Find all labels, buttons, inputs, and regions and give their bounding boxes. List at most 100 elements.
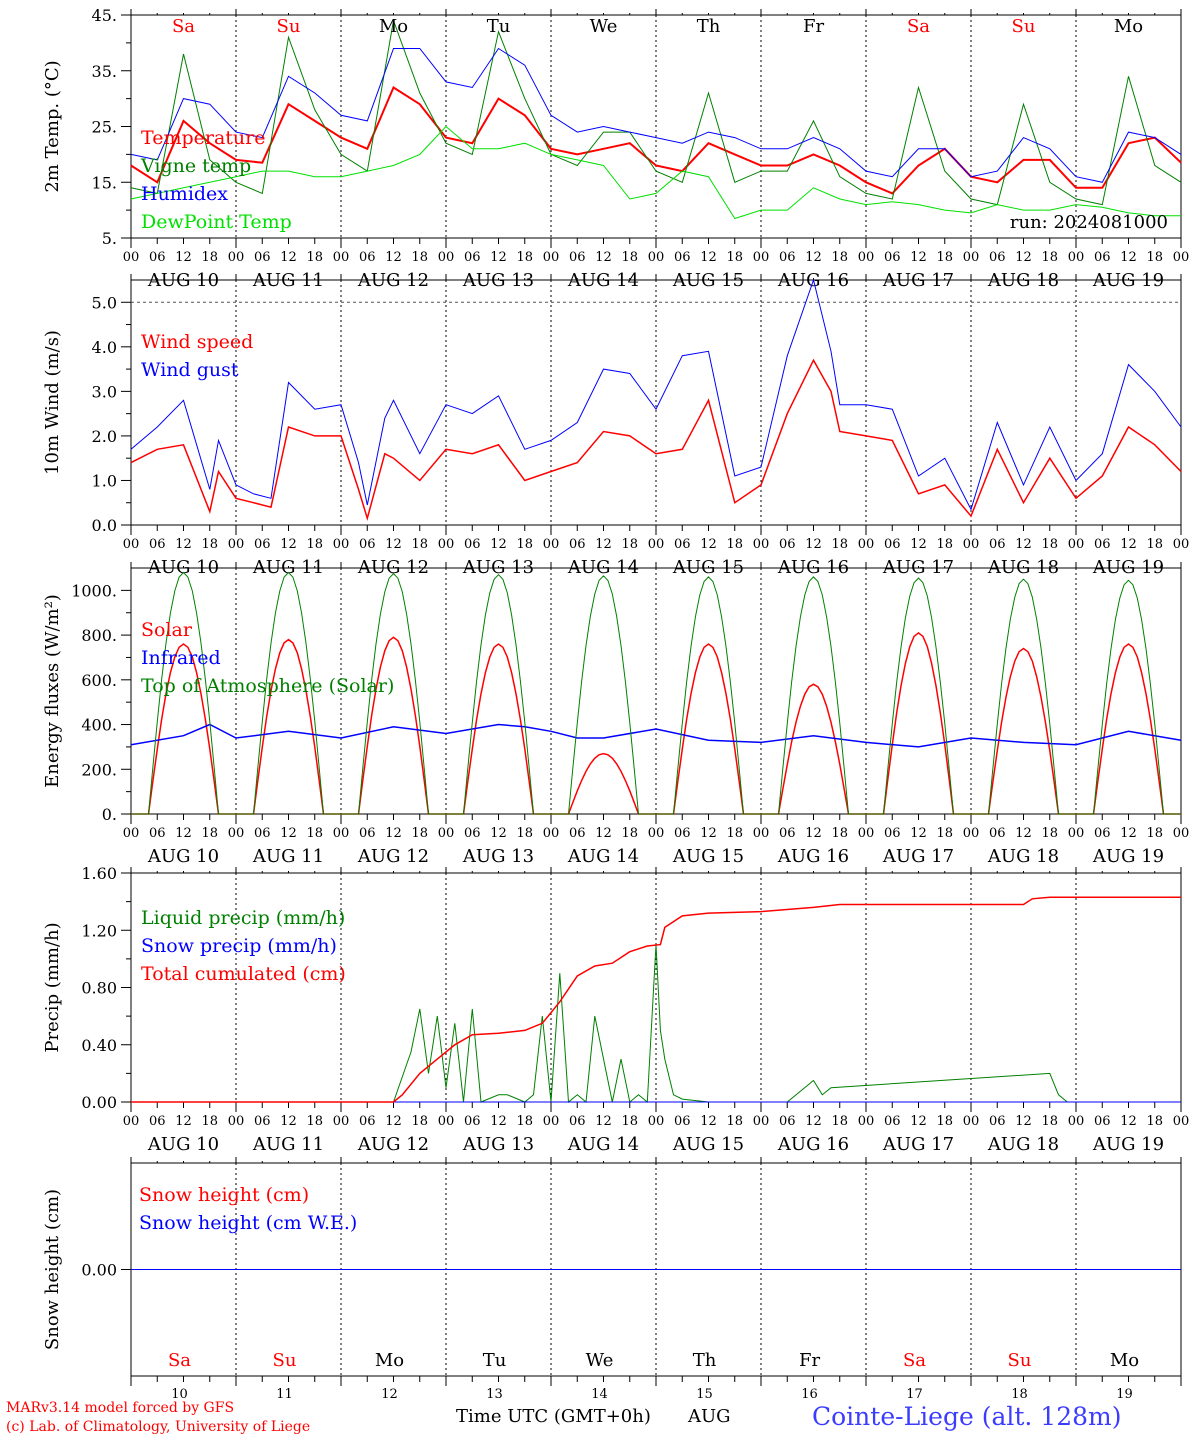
hour-tick-label: 00 xyxy=(1173,537,1190,552)
day-label: AUG 17 xyxy=(882,846,954,867)
hour-tick-label: 06 xyxy=(1094,250,1111,265)
hour-tick-label: 06 xyxy=(1094,537,1111,552)
hour-tick-label: 12 xyxy=(595,537,612,552)
hour-tick-label: 18 xyxy=(1146,1114,1163,1129)
hour-tick-label: 00 xyxy=(1173,826,1190,841)
weekday-label: Su xyxy=(277,16,301,37)
hour-tick-label: 06 xyxy=(254,1114,271,1129)
day-label: AUG 15 xyxy=(672,1134,744,1155)
hour-tick-label: 12 xyxy=(1120,537,1137,552)
panel-energy xyxy=(121,562,1182,824)
hour-tick-label: 18 xyxy=(516,826,533,841)
day-label: AUG 11 xyxy=(252,1134,324,1155)
hour-tick-label: 06 xyxy=(569,537,586,552)
hour-tick-label: 18 xyxy=(1041,1114,1058,1129)
weekday-label: Mo xyxy=(1110,1350,1139,1371)
hour-tick-label: 06 xyxy=(1094,1114,1111,1129)
hour-tick-label: 06 xyxy=(464,250,481,265)
hour-tick-label: 18 xyxy=(306,537,323,552)
hour-tick-label: 00 xyxy=(333,250,350,265)
hour-tick-label: 12 xyxy=(910,537,927,552)
hour-tick-label: 18 xyxy=(1041,826,1058,841)
hour-tick-label: 06 xyxy=(779,826,796,841)
hour-tick-label: 06 xyxy=(149,1114,166,1129)
legend-entry: Snow height (cm) xyxy=(139,1184,309,1206)
hour-tick-label: 12 xyxy=(805,537,822,552)
hour-tick-label: 18 xyxy=(1146,250,1163,265)
weekday-label: Sa xyxy=(903,1350,926,1371)
panel-snow xyxy=(121,1157,1182,1386)
hour-tick-label: 12 xyxy=(1015,537,1032,552)
y-tick-label: 0.40 xyxy=(81,1036,117,1055)
legend-entry: Liquid precip (mm/h) xyxy=(141,907,345,929)
hour-tick-label: 12 xyxy=(280,1114,297,1129)
hour-tick-label: 00 xyxy=(1173,250,1190,265)
hour-tick-label: 18 xyxy=(516,1114,533,1129)
hour-tick-label: 12 xyxy=(490,1114,507,1129)
y-tick-label: 3.0 xyxy=(92,382,117,401)
hour-tick-label: 18 xyxy=(621,1114,638,1129)
hour-tick-label: 00 xyxy=(228,1114,245,1129)
panel-temp xyxy=(121,9,1182,248)
hour-tick-label: 00 xyxy=(228,826,245,841)
y-tick-label: 600. xyxy=(81,671,117,690)
hour-tick-label: 00 xyxy=(963,826,980,841)
hour-tick-label: 06 xyxy=(674,537,691,552)
hour-tick-label: 12 xyxy=(910,1114,927,1129)
hour-tick-label: 06 xyxy=(989,826,1006,841)
hour-tick-label: 00 xyxy=(753,1114,770,1129)
hour-tick-label: 06 xyxy=(359,250,376,265)
hour-tick-label: 12 xyxy=(805,1114,822,1129)
hour-tick-label: 12 xyxy=(1120,1114,1137,1129)
hour-tick-label: 12 xyxy=(700,537,717,552)
hour-tick-label: 12 xyxy=(595,250,612,265)
hour-tick-label: 00 xyxy=(753,826,770,841)
hour-tick-label: 12 xyxy=(175,826,192,841)
legend-entry: Snow precip (mm/h) xyxy=(141,935,337,957)
series-line-top-of-atmosphere-solar- xyxy=(131,571,1181,815)
series-line-vigne-temp xyxy=(130,18,1182,206)
y-axis-title: 2m Temp. (°C) xyxy=(42,60,63,192)
y-tick-label: 200. xyxy=(81,760,117,779)
legend-entry: Snow height (cm W.E.) xyxy=(139,1212,357,1234)
hour-tick-label: 06 xyxy=(254,537,271,552)
y-tick-label: 35. xyxy=(92,62,117,81)
hour-tick-label: 12 xyxy=(700,826,717,841)
hour-tick-label: 12 xyxy=(910,826,927,841)
y-tick-label: 45. xyxy=(92,6,117,25)
y-tick-label: 1.20 xyxy=(81,921,117,940)
hour-tick-label: 18 xyxy=(621,826,638,841)
day-number-label: 10 xyxy=(171,1387,188,1402)
y-tick-label: 1000. xyxy=(71,581,117,600)
hour-tick-label: 00 xyxy=(333,537,350,552)
hour-tick-label: 06 xyxy=(464,1114,481,1129)
y-tick-label: 4.0 xyxy=(92,338,117,357)
series-line-humidex xyxy=(130,47,1182,183)
hour-tick-label: 00 xyxy=(123,537,140,552)
day-label: AUG 19 xyxy=(1092,846,1164,867)
hour-tick-label: 18 xyxy=(936,1114,953,1129)
hour-tick-label: 00 xyxy=(333,1114,350,1129)
weekday-label: Th xyxy=(693,1350,717,1371)
hour-tick-label: 06 xyxy=(989,1114,1006,1129)
hour-tick-label: 06 xyxy=(1094,826,1111,841)
hour-tick-label: 18 xyxy=(516,537,533,552)
day-number-label: 15 xyxy=(696,1387,713,1402)
hour-tick-label: 12 xyxy=(280,826,297,841)
hour-tick-label: 00 xyxy=(123,826,140,841)
hour-tick-label: 00 xyxy=(963,250,980,265)
hour-tick-label: 18 xyxy=(936,826,953,841)
weekday-label: Fr xyxy=(799,1350,820,1371)
hour-tick-label: 06 xyxy=(779,537,796,552)
panel-precip xyxy=(121,867,1182,1112)
hour-tick-label: 00 xyxy=(438,250,455,265)
day-label: AUG 16 xyxy=(777,846,849,867)
day-label: AUG 14 xyxy=(567,846,639,867)
hour-tick-label: 06 xyxy=(884,826,901,841)
hour-tick-label: 06 xyxy=(884,1114,901,1129)
day-number-label: 18 xyxy=(1011,1387,1028,1402)
hour-tick-label: 00 xyxy=(228,250,245,265)
y-tick-label: 0.80 xyxy=(81,979,117,998)
day-label: AUG 12 xyxy=(357,1134,429,1155)
